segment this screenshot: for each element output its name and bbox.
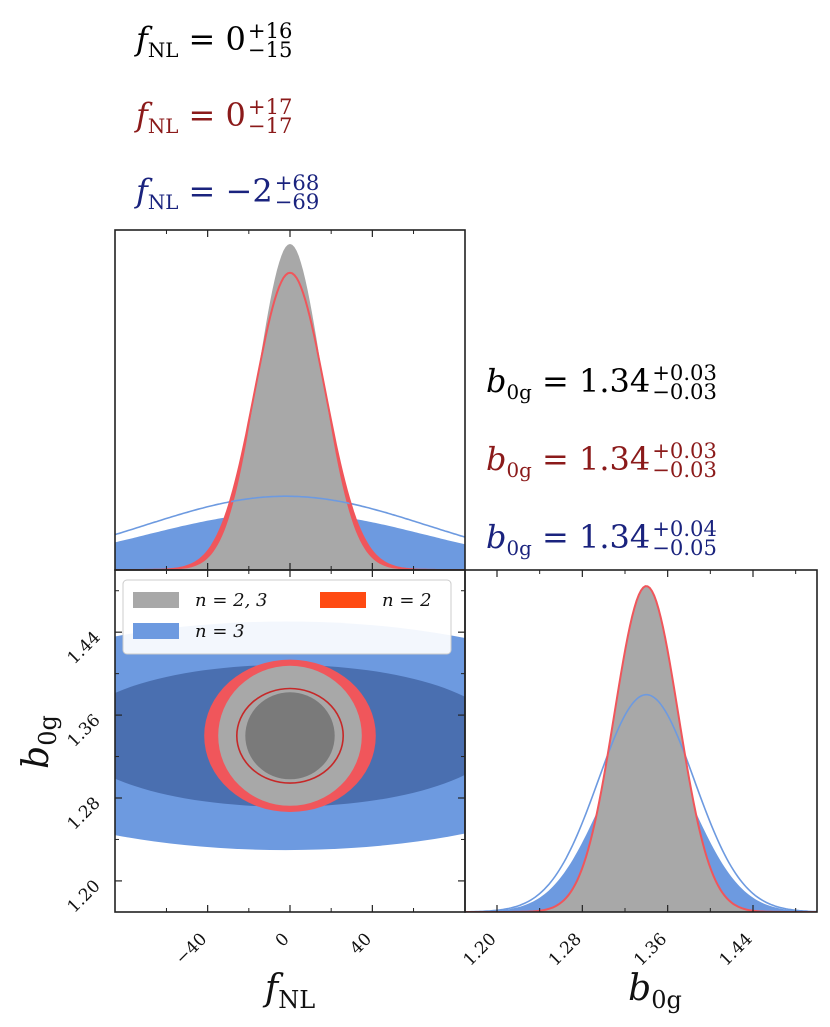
summary-plus-error: +16 <box>248 18 293 43</box>
b0g-axis-label: b0g <box>628 968 682 1014</box>
legend: n = 2, 3 n = 2 n = 3 <box>122 579 452 655</box>
fnl-marginal-panel <box>115 244 465 570</box>
joint-contour-panel <box>115 621 465 851</box>
summary-subscript: NL <box>148 191 179 214</box>
legend-box <box>122 579 452 655</box>
svg-text:b0g = 1.34: b0g = 1.34 <box>486 518 650 560</box>
summary-equals: = <box>178 20 225 58</box>
summary-value: 0 <box>226 96 246 134</box>
fnl-combined-area <box>115 244 465 570</box>
summary-line: b0g = 1.34 +0.03−0.03 <box>486 360 717 404</box>
summary-equals: = <box>178 96 225 134</box>
legend-label: n = 3 <box>195 621 245 642</box>
summary-minus-error: −0.03 <box>652 457 717 482</box>
summary-value: −2 <box>226 172 273 210</box>
fnl-tick-label: −40 <box>172 929 212 969</box>
summary-line: b0g = 1.34 +0.04−0.05 <box>486 516 717 560</box>
summary-minus-error: −0.03 <box>652 379 717 404</box>
legend-swatch <box>320 592 366 608</box>
summary-equals: = <box>532 362 579 400</box>
summary-value: 0 <box>226 20 246 58</box>
summary-equals: = <box>532 440 579 478</box>
summary-subscript: 0g <box>506 459 532 482</box>
summary-value: 1.34 <box>579 518 650 556</box>
summary-line: b0g = 1.34 +0.03−0.03 <box>486 438 717 482</box>
b0g-n3-line <box>465 693 817 912</box>
summary-line: fNL = −2 +68−69 <box>134 170 319 214</box>
summary-equals: = <box>532 518 579 556</box>
summary-symbol: b <box>486 362 506 400</box>
summary-plus-error: +0.04 <box>652 516 717 541</box>
summary-plus-error: +0.03 <box>652 438 717 463</box>
b0g-tick-label: 1.44 <box>64 628 105 669</box>
fnl-tick-label: 40 <box>346 929 375 958</box>
b0g-marginal-frame <box>464 569 818 913</box>
legend-swatch <box>133 592 179 608</box>
b0g-tick-label: 1.36 <box>64 710 105 751</box>
legend-label: n = 2 <box>382 590 432 611</box>
summary-subscript: 0g <box>506 381 532 404</box>
fnl-axis-label: fNL <box>262 968 315 1014</box>
b0g-marginal-panel <box>465 585 817 912</box>
b0g-tick-label: 1.28 <box>64 793 105 834</box>
legend-label: n = 2, 3 <box>195 590 267 611</box>
summary-line: fNL = 0 +16−15 <box>134 18 292 62</box>
legend-swatch <box>133 623 179 639</box>
summary-minus-error: −0.05 <box>652 535 717 560</box>
b0g-combined-area <box>465 586 817 912</box>
summary-symbol: b <box>486 518 506 556</box>
summary-minus-error: −17 <box>248 113 293 138</box>
summary-subscript: NL <box>148 115 179 138</box>
summary-subscript: 0g <box>506 537 532 560</box>
summary-plus-error: +0.03 <box>652 360 717 385</box>
summary-plus-error: +68 <box>275 170 320 195</box>
summary-equals: = <box>178 172 225 210</box>
n2-inner-contour-line <box>236 687 345 784</box>
summary-value: 1.34 <box>579 440 650 478</box>
b0g-tick-label: 1.36 <box>630 929 671 970</box>
svg-text:fNL = 0: fNL = 0 <box>134 20 246 62</box>
svg-text:fNL = −2: fNL = −2 <box>134 172 273 214</box>
fnl-n3-line <box>115 495 465 538</box>
summary-minus-error: −69 <box>275 189 320 214</box>
combined-inner-contour <box>245 692 335 780</box>
summary-plus-error: +17 <box>248 94 293 119</box>
summary-value: 1.34 <box>579 362 650 400</box>
b0g-tick-label: 1.28 <box>545 929 586 970</box>
svg-text:b0g = 1.34: b0g = 1.34 <box>486 362 650 404</box>
svg-text:b0g = 1.34: b0g = 1.34 <box>486 440 650 482</box>
b0g-yaxis-label: b0g <box>16 715 62 769</box>
summary-minus-error: −15 <box>248 37 293 62</box>
summary-symbol: b <box>486 440 506 478</box>
b0g-tick-label: 1.20 <box>460 929 501 970</box>
summary-line: fNL = 0 +17−17 <box>134 94 292 138</box>
b0g-tick-label: 1.20 <box>64 876 105 917</box>
summary-subscript: NL <box>148 39 179 62</box>
fnl-tick-label: 0 <box>272 929 294 951</box>
svg-text:fNL = 0: fNL = 0 <box>134 96 246 138</box>
b0g-tick-label: 1.44 <box>716 929 757 970</box>
fnl-n2-line <box>115 271 465 570</box>
